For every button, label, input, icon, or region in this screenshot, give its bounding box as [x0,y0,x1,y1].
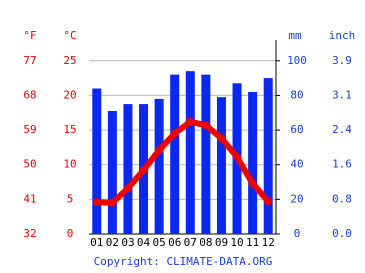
bar [201,74,211,235]
y2-tick-label: 80 [290,88,303,101]
temperature-point [123,184,132,193]
bar [263,78,273,234]
inch-tick-label: 2.4 [332,123,352,136]
f-tick-label: 59 [23,123,36,136]
c-header: °C [63,29,76,42]
y-tick-label: 15 [63,123,76,136]
f-tick-label: 32 [23,227,36,240]
x-tick-label: 01 [90,236,103,249]
temperature-point [217,134,226,143]
x-tick-label: 09 [215,236,228,249]
inch-tick-label: 3.1 [332,88,352,101]
bar [216,97,226,235]
x-tick-label: 10 [230,236,243,249]
x-tick-label: 11 [246,236,259,249]
temperature-point [139,166,148,175]
x-tick-label: 06 [168,236,181,249]
temperature-point [186,117,195,126]
temperature-point [155,146,164,155]
bar [92,88,102,234]
y-tick-label: 0 [67,227,74,240]
temperature-point [264,197,273,206]
inch-header: inch [329,29,356,42]
temperature-point [248,179,257,188]
bar [185,71,195,234]
y-tick-label: 10 [63,158,76,171]
y-tick-label: 20 [63,88,76,101]
f-tick-label: 41 [23,192,36,205]
inch-tick-label: 0.0 [332,227,352,240]
temperature-point [233,153,242,162]
bar [154,98,164,235]
temperature-line [93,118,272,206]
copyright: Copyright: CLIMATE-DATA.ORG [94,255,273,268]
y-tick-label: 25 [63,54,76,67]
inch-tick-label: 1.6 [332,158,352,171]
y-tick-label: 5 [67,192,74,205]
x-tick-label: 03 [121,236,134,249]
inch-tick-label: 0.8 [332,192,352,205]
x-tick-label: 04 [137,236,151,249]
bar [123,104,133,234]
temperature-point [201,121,210,130]
mm-header: mm [288,29,302,42]
x-tick-label: 12 [262,236,275,249]
bar [170,74,180,235]
inch-tick-label: 3.9 [332,54,352,67]
f-tick-label: 50 [23,158,36,171]
f-tick-label: 68 [23,88,36,101]
temperature-point [108,198,117,207]
x-tick-label: 05 [153,236,166,249]
x-tick-label: 08 [199,236,212,249]
bar [248,91,258,234]
f-tick-label: 77 [23,54,36,67]
bar [107,111,117,234]
y2-tick-label: 20 [290,192,303,205]
f-header: °F [23,29,36,42]
temperature-point [92,198,101,207]
y2-tick-label: 60 [290,123,303,136]
x-tick-label: 02 [106,236,119,249]
y2-tick-label: 100 [287,54,307,67]
y2-tick-label: 40 [290,158,303,171]
y2-tick-label: 0 [294,227,301,240]
temperature-point [170,129,179,138]
x-tick-label: 07 [184,236,197,249]
